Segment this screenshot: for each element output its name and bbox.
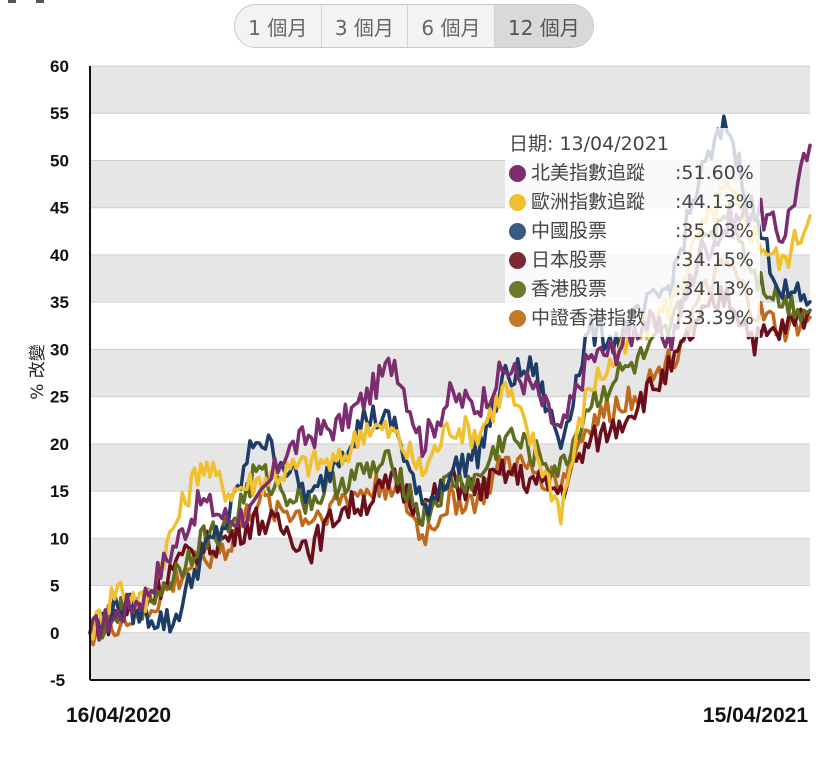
tooltip-series-name: 中國股票	[531, 220, 608, 242]
tooltip-row-csi-hong-kong: 中證香港指數: 33.39%	[509, 304, 754, 333]
tooltip-series-value: 34.15%	[681, 249, 754, 271]
tooltip-separator: :	[675, 278, 682, 300]
y-tick-label: -5	[50, 671, 65, 690]
tooltip-series-value: 44.13%	[681, 191, 754, 213]
range-tab-3m[interactable]: 3 個月	[322, 5, 409, 47]
corner-mark-right	[36, 0, 44, 3]
y-tick-label: 60	[50, 57, 69, 76]
chart-tooltip: 日期: 13/04/2021 北美指數追蹤: 51.60% 歐洲指數追蹤: 44…	[505, 128, 760, 337]
x-axis-start-label: 16/04/2020	[66, 704, 171, 727]
tooltip-series-name: 中證香港指數	[531, 307, 646, 329]
series-dot-icon	[509, 252, 526, 269]
tooltip-series-name: 北美指數追蹤	[531, 162, 646, 184]
y-tick-label: 55	[50, 104, 69, 123]
series-dot-icon	[509, 223, 526, 240]
corner-mark-left	[8, 0, 16, 3]
y-tick-label: 25	[50, 388, 69, 407]
tooltip-row-japan: 日本股票: 34.15%	[509, 246, 754, 275]
tooltip-series-value: 33.39%	[681, 307, 754, 329]
grid-band	[90, 632, 810, 680]
tooltip-row-europe: 歐洲指數追蹤: 44.13%	[509, 188, 754, 217]
y-tick-label: 0	[50, 624, 59, 643]
y-tick-label: 10	[50, 529, 69, 548]
range-tab-1m[interactable]: 1 個月	[235, 5, 322, 47]
tooltip-series-name: 日本股票	[531, 249, 608, 271]
series-dot-icon	[509, 281, 526, 298]
y-tick-label: 50	[50, 151, 69, 170]
tooltip-separator: :	[675, 220, 682, 242]
x-axis-end-label: 15/04/2021	[703, 704, 808, 727]
series-dot-icon	[509, 194, 526, 211]
tooltip-separator: :	[675, 162, 682, 184]
series-dot-icon	[509, 165, 526, 182]
y-tick-label: 5	[50, 577, 59, 596]
grid-band	[90, 585, 810, 633]
y-tick-label: 30	[50, 340, 69, 359]
tooltip-row-hong-kong: 香港股票: 34.13%	[509, 275, 754, 304]
tooltip-row-north-america: 北美指數追蹤: 51.60%	[509, 159, 754, 188]
tooltip-separator: :	[675, 191, 682, 213]
y-axis-title: % 改變	[28, 344, 48, 400]
tooltip-series-value: 34.13%	[681, 278, 754, 300]
tooltip-date: 日期: 13/04/2021	[509, 133, 669, 155]
y-tick-label: 20	[50, 435, 69, 454]
range-tab-12m[interactable]: 12 個月	[494, 5, 593, 47]
tooltip-series-value: 35.03%	[681, 220, 754, 242]
y-tick-label: 40	[50, 246, 69, 265]
tooltip-series-name: 歐洲指數追蹤	[531, 191, 646, 213]
tooltip-separator: :	[675, 249, 682, 271]
y-tick-label: 45	[50, 199, 69, 218]
series-dot-icon	[509, 310, 526, 327]
y-tick-label: 35	[50, 293, 69, 312]
grid-band	[90, 66, 810, 114]
tooltip-series-name: 香港股票	[531, 278, 608, 300]
tooltip-series-value: 51.60%	[681, 162, 754, 184]
tooltip-row-china: 中國股票: 35.03%	[509, 217, 754, 246]
range-tab-6m[interactable]: 6 個月	[408, 5, 495, 47]
tooltip-separator: :	[675, 307, 682, 329]
y-tick-label: 15	[50, 482, 69, 501]
time-range-selector: 1 個月 3 個月 6 個月 12 個月	[234, 4, 594, 48]
